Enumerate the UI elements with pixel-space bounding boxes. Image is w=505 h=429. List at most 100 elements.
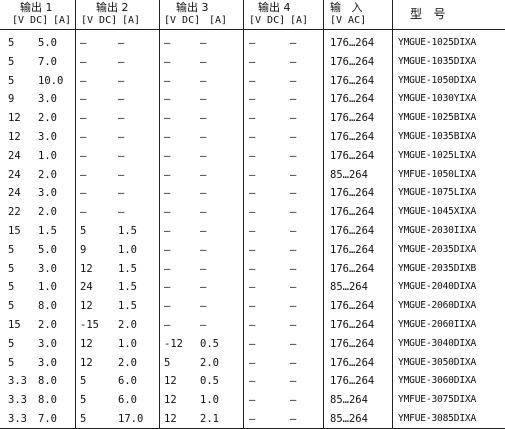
output4-voltage: – — [249, 93, 256, 106]
output1-current: 3.0 — [38, 337, 57, 350]
output3-current: – — [200, 225, 207, 237]
output2-voltage: – — [80, 74, 87, 87]
output4-voltage: – — [249, 187, 256, 200]
output3-current: 0.5 — [200, 375, 219, 388]
output3-current: – — [200, 131, 207, 143]
input-range: 176…264 — [330, 356, 375, 369]
input-range: 176…264 — [330, 262, 375, 275]
output4-current: – — [290, 319, 297, 331]
output4-voltage: – — [249, 37, 256, 49]
output1-current: 7.0 — [38, 55, 57, 68]
input-range: 176…264 — [330, 93, 375, 106]
model-number: YMFUE-1050LIXA — [398, 168, 477, 180]
output4-voltage: – — [249, 55, 256, 68]
input-unit: [V AC] — [330, 15, 367, 26]
output3-title: 输出 3 — [176, 1, 209, 14]
input-range: 176…264 — [330, 206, 375, 219]
input-range: 176…264 — [330, 375, 375, 388]
model-number: YMGUE-3040DIXA — [398, 337, 477, 349]
output1-current: 3.0 — [38, 356, 57, 369]
output2-current: 6.0 — [118, 394, 137, 407]
output1-voltage: 5 — [8, 262, 15, 275]
output1-voltage: 5 — [8, 243, 15, 256]
output3-current: – — [200, 55, 207, 68]
output3-voltage: – — [164, 168, 171, 181]
output2-current: 1.5 — [118, 262, 137, 275]
output3-current: – — [200, 112, 207, 125]
output1-voltage: 5 — [8, 55, 15, 68]
output1-current: 8.0 — [38, 375, 57, 388]
output3-current: 1.0 — [200, 394, 219, 407]
output4-voltage: – — [249, 319, 256, 331]
output2-unit-v: [V DC] — [81, 15, 118, 26]
model-number: YMGUE-1045XIXA — [398, 206, 477, 218]
model-number: YMGUE-1025BIXA — [398, 112, 477, 124]
input-range: 176…264 — [330, 74, 375, 87]
output1-unit-a: [A] — [53, 15, 72, 26]
output4-current: – — [290, 168, 297, 181]
output1-unit-v: [V DC] — [12, 15, 49, 26]
output4-current: – — [290, 394, 297, 407]
output3-voltage: – — [164, 225, 171, 237]
output3-voltage: – — [164, 243, 171, 256]
output3-voltage: – — [164, 281, 171, 294]
output3-current: – — [200, 168, 207, 181]
output4-voltage: – — [249, 149, 256, 162]
output3-current: – — [200, 319, 207, 331]
column-divider — [323, 0, 324, 429]
output2-voltage: – — [80, 93, 87, 106]
output4-voltage: – — [249, 300, 256, 313]
output1-voltage: 5 — [8, 37, 15, 49]
output3-voltage: – — [164, 262, 171, 275]
output2-current: 1.5 — [118, 225, 137, 237]
output3-voltage: – — [164, 319, 171, 331]
output1-current: 8.0 — [38, 394, 57, 407]
output2-voltage: 12 — [80, 337, 93, 350]
input-range: 176…264 — [330, 37, 375, 49]
output2-current: 2.0 — [118, 319, 137, 331]
output2-voltage: – — [80, 168, 87, 181]
output4-unit-a: [A] — [290, 15, 309, 26]
output4-voltage: – — [249, 112, 256, 125]
output4-voltage: – — [249, 243, 256, 256]
output1-voltage: 5 — [8, 356, 15, 369]
output4-voltage: – — [249, 375, 256, 388]
model-number: YMGUE-2060DIXA — [398, 300, 477, 312]
input-range: 176…264 — [330, 300, 375, 313]
output2-current: – — [118, 37, 125, 49]
type-title: 型 号 — [410, 7, 446, 21]
output3-voltage: – — [164, 300, 171, 313]
output4-voltage: – — [249, 337, 256, 350]
output4-current: – — [290, 37, 297, 49]
output2-voltage: – — [80, 112, 87, 125]
output3-current: 0.5 — [200, 337, 219, 350]
output2-title: 输出 2 — [96, 1, 129, 14]
model-number: YMGUE-3060DIXA — [398, 375, 477, 387]
output1-current: 3.0 — [38, 93, 57, 106]
output2-voltage: – — [80, 55, 87, 68]
output4-current: – — [290, 74, 297, 87]
output4-current: – — [290, 131, 297, 143]
model-number: YMGUE-1025LIXA — [398, 149, 477, 161]
input-range: 176…264 — [330, 225, 375, 237]
output4-current: – — [290, 149, 297, 162]
output4-current: – — [290, 356, 297, 369]
output2-current: 1.5 — [118, 300, 137, 313]
output1-voltage: 15 — [8, 225, 21, 237]
output4-voltage: – — [249, 413, 256, 425]
output3-current: – — [200, 93, 207, 106]
output3-current: – — [200, 206, 207, 219]
output1-current: 3.0 — [38, 187, 57, 200]
output3-current: – — [200, 74, 207, 87]
output4-voltage: – — [249, 262, 256, 275]
model-number: YMFUE-3075DIXA — [398, 394, 477, 406]
output4-voltage: – — [249, 131, 256, 143]
output1-voltage: 5 — [8, 74, 15, 87]
model-number: YMGUE-3050DIXA — [398, 356, 477, 368]
output2-current: 1.0 — [118, 337, 137, 350]
output3-voltage: 5 — [164, 356, 171, 369]
output4-voltage: – — [249, 168, 256, 181]
output2-voltage: 12 — [80, 356, 93, 369]
output3-current: – — [200, 37, 207, 49]
